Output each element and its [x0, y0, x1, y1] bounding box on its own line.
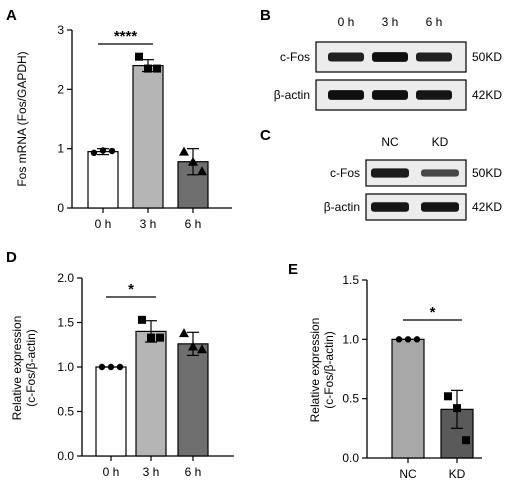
data-point — [98, 363, 106, 371]
band — [328, 52, 364, 62]
band — [328, 90, 364, 100]
band — [372, 52, 408, 62]
data-point — [395, 336, 403, 343]
protein-label: β-actin — [324, 200, 360, 214]
panel-label-c: C — [260, 127, 271, 144]
band — [371, 202, 409, 212]
blot-c: NC KD c-Fos 50KD β-actin 42KD — [324, 135, 502, 221]
chart-e: 0.0 0.5 1.0 1.5 Relative expression(c-Fos/β-… — [308, 273, 482, 481]
y-tick-label: 0.0 — [342, 451, 359, 465]
y-tick-label: 1.0 — [342, 332, 359, 346]
significance-label: * — [430, 304, 436, 321]
y-tick-label: 3 — [57, 23, 64, 37]
y-tick-label: 1 — [57, 142, 64, 156]
lane-label: 3 h — [382, 15, 399, 29]
band — [371, 168, 409, 178]
data-point — [188, 341, 198, 351]
size-label: 42KD — [472, 200, 502, 214]
x-tick-label: 6 h — [185, 217, 202, 231]
y-axis-label: Relative expression(c-Fos/β-actin) — [308, 318, 336, 423]
panel-label-d: D — [6, 249, 17, 266]
size-label: 50KD — [472, 50, 502, 64]
bar — [135, 330, 167, 457]
panel-label-b: B — [260, 7, 271, 24]
y-tick-label: 1.5 — [342, 273, 359, 287]
protein-label: c-Fos — [330, 166, 360, 180]
bar — [177, 343, 209, 457]
data-point — [404, 336, 412, 343]
data-point — [179, 146, 189, 156]
x-tick-label: 6 h — [185, 465, 202, 479]
lane-label: NC — [381, 135, 399, 149]
x-tick-label: 0 h — [103, 465, 120, 479]
data-point — [444, 392, 452, 401]
data-point — [144, 64, 152, 73]
data-point — [108, 147, 116, 155]
y-tick-label: 0.5 — [342, 392, 359, 406]
data-point — [462, 436, 470, 445]
band — [421, 202, 459, 212]
x-tick-label: 3 h — [143, 465, 160, 479]
blot-b: 0 h 3 h 6 h c-Fos 50KD β-actin 42KD — [274, 15, 502, 111]
y-tick-label: 1.0 — [57, 360, 74, 374]
protein-label: c-Fos — [280, 50, 310, 64]
x-tick-label: 3 h — [140, 217, 157, 231]
data-point — [116, 363, 124, 371]
panel-label-e: E — [288, 261, 298, 278]
data-point — [90, 149, 98, 157]
chart-a: 0 1 2 3 Fos mRNA (Fos/GAPDH) 0 h 3 h 6 h **** — [15, 23, 232, 231]
data-point — [197, 166, 207, 176]
y-tick-label: 0.0 — [57, 449, 74, 463]
x-tick-label: KD — [449, 467, 466, 481]
y-tick-label: 0.5 — [57, 405, 74, 419]
bar — [95, 366, 127, 457]
bar — [87, 151, 119, 209]
significance-label: **** — [114, 28, 138, 45]
y-tick-label: 0 — [57, 201, 64, 215]
data-point — [135, 52, 143, 61]
lane-label: KD — [432, 135, 449, 149]
data-point — [99, 147, 107, 154]
band — [372, 90, 408, 100]
bar — [132, 64, 164, 209]
data-point — [453, 404, 461, 413]
y-tick-label: 2 — [57, 82, 64, 96]
band — [416, 52, 452, 62]
y-axis-label: Fos mRNA (Fos/GAPDH) — [15, 51, 29, 186]
band — [416, 90, 452, 100]
size-label: 50KD — [472, 166, 502, 180]
data-point — [156, 333, 164, 342]
panel-label-a: A — [6, 7, 17, 24]
significance-label: * — [128, 281, 134, 298]
chart-d: 0.0 0.5 1.0 1.5 2.0 Relative expression(c-Fos… — [10, 271, 234, 479]
y-tick-label: 1.5 — [57, 316, 74, 330]
y-tick-label: 2.0 — [57, 271, 74, 285]
data-point — [138, 315, 146, 324]
band — [421, 169, 459, 177]
lane-label: 6 h — [426, 15, 443, 29]
protein-label: β-actin — [274, 88, 310, 102]
x-tick-label: NC — [399, 467, 417, 481]
data-point — [153, 64, 161, 73]
data-point — [188, 156, 198, 166]
data-point — [147, 333, 155, 342]
data-point — [197, 344, 207, 354]
size-label: 42KD — [472, 88, 502, 102]
data-point — [107, 363, 115, 371]
lane-label: 0 h — [338, 15, 355, 29]
bar — [391, 338, 425, 459]
data-point — [413, 336, 421, 343]
data-point — [179, 328, 189, 338]
y-axis-label: Relative expression(c-Fos/β-actin) — [10, 316, 38, 421]
x-tick-label: 0 h — [95, 217, 112, 231]
